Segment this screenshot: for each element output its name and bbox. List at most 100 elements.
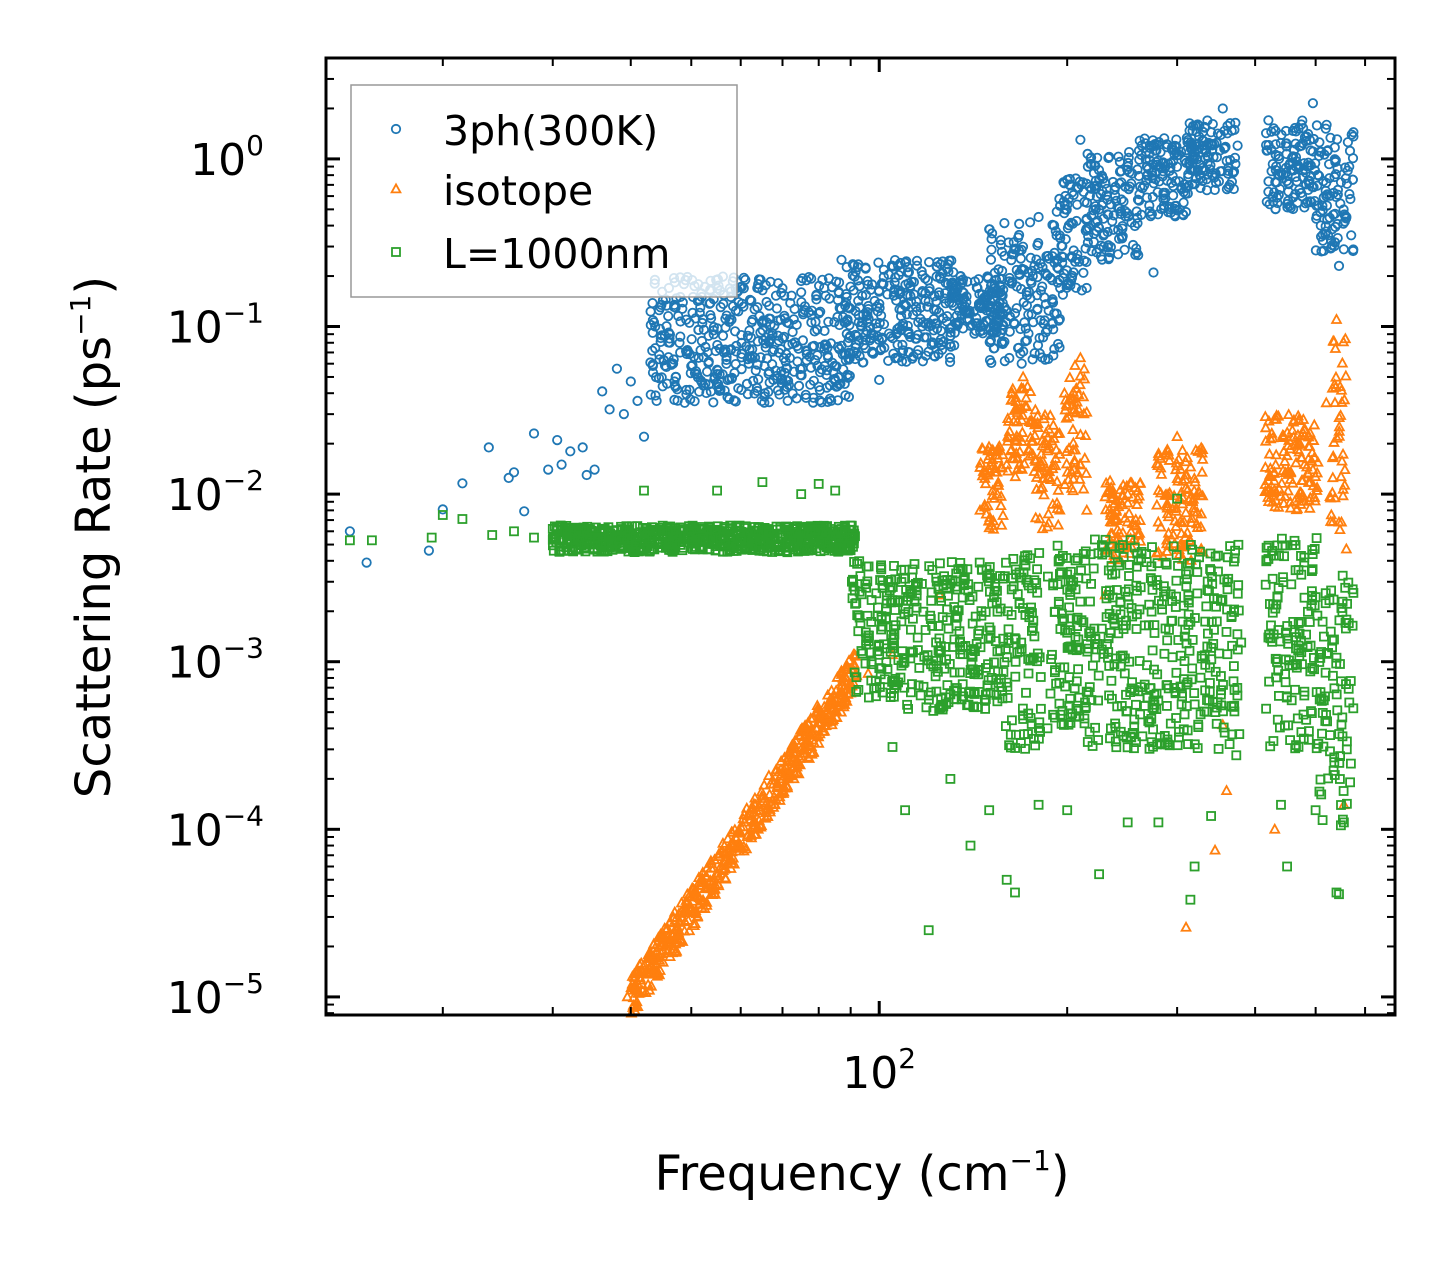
data-point-boundary [1340,618,1351,628]
data-point-boundary [1162,701,1172,711]
data-point-3ph [650,343,661,354]
data-point-3ph [1118,196,1129,207]
data-point-3ph [1344,189,1355,200]
data-point-boundary [1327,635,1338,646]
data-point-isotope [1021,380,1034,391]
data-point-3ph [1207,170,1218,181]
data-point-isotope [643,946,656,957]
data-point-boundary [735,532,746,543]
data-point-boundary [1129,714,1140,725]
data-point-3ph [738,272,750,283]
data-point-boundary [1029,631,1040,642]
data-point-isotope [1079,429,1092,441]
data-point-3ph [753,374,764,385]
data-point-3ph [1281,141,1292,152]
data-point-isotope [688,919,701,931]
data-point-isotope [1065,481,1078,493]
data-point-isotope [826,718,838,730]
data-point-boundary [753,522,764,532]
data-point-3ph [1172,205,1183,216]
data-point-3ph [1048,324,1059,335]
data-point-isotope [719,871,732,883]
data-point-3ph [1103,152,1114,164]
data-point-boundary [1137,731,1148,742]
data-point-boundary [931,656,942,666]
data-point-boundary [1029,733,1039,744]
data-point-boundary [704,536,714,546]
data-point-boundary [1281,692,1292,703]
data-point-isotope [712,877,724,889]
data-point-boundary [847,593,858,604]
data-point-isotope [831,671,844,682]
data-point-isotope [644,965,657,977]
data-point-isotope [764,805,777,817]
data-point-boundary [937,612,948,622]
data-point-boundary [1120,653,1130,664]
data-point-boundary [860,658,871,669]
data-point-boundary [1012,589,1023,599]
data-point-3ph [889,255,901,266]
data-point-3ph [908,289,920,300]
data-point-boundary [1182,574,1192,585]
data-point-3ph [1039,292,1050,303]
data-point-boundary [1034,548,1045,558]
data-point-boundary [888,624,899,635]
data-point-boundary [912,632,923,643]
data-point-boundary [1073,664,1083,675]
data-point-boundary [925,614,936,624]
data-point-isotope [630,1000,642,1012]
data-point-3ph [1051,308,1062,319]
data-point-isotope [988,492,1001,503]
data-point-boundary [930,671,941,682]
data-point-isotope [1326,515,1339,527]
data-point-isotope [798,720,811,732]
data-point-isotope [1040,437,1052,448]
data-point-boundary [780,542,790,552]
data-point-isotope [733,844,746,856]
data-point-boundary [1081,573,1092,584]
data-point-boundary [1337,570,1348,581]
data-point-3ph [933,290,945,301]
data-point-boundary [848,581,859,592]
data-point-3ph [1037,281,1048,292]
data-point-3ph [1270,203,1281,215]
data-point-isotope [1331,431,1343,443]
data-point-3ph [1269,187,1280,198]
data-point-boundary [877,576,888,586]
data-point-boundary [1067,644,1078,655]
data-point-isotope [1031,416,1044,428]
data-point-boundary [1331,887,1342,898]
data-point-3ph [744,294,756,305]
data-point-boundary [1167,652,1178,663]
data-point-3ph [687,307,698,318]
data-point-3ph [754,310,765,322]
data-point-3ph [711,364,723,375]
data-point-boundary [1232,629,1243,640]
data-point-3ph [944,356,956,368]
data-point-boundary [1057,705,1068,716]
data-point-boundary [997,693,1008,704]
data-point-3ph [915,313,926,324]
data-point-boundary [573,528,584,539]
data-point-3ph [1088,228,1100,239]
data-point-isotope [1282,439,1294,450]
data-point-isotope [1080,503,1093,515]
data-point-isotope [1025,416,1038,428]
data-point-boundary [1334,615,1345,626]
data-point-boundary [1304,726,1314,736]
data-point-boundary [1072,621,1082,631]
data-point-isotope [700,895,713,907]
data-point-boundary [1031,578,1042,588]
data-point-3ph [782,395,793,406]
data-point-boundary [1021,574,1032,585]
data-point-boundary [1152,739,1163,750]
data-point-3ph [1332,134,1343,145]
data-point-boundary [763,543,774,553]
data-point-isotope [1298,458,1311,469]
data-point-boundary [863,561,874,572]
data-point-3ph [736,363,747,375]
data-point-isotope [725,838,738,849]
data-point-isotope [1032,467,1045,479]
data-point-3ph [1263,186,1274,197]
data-point-isotope [1152,515,1165,527]
